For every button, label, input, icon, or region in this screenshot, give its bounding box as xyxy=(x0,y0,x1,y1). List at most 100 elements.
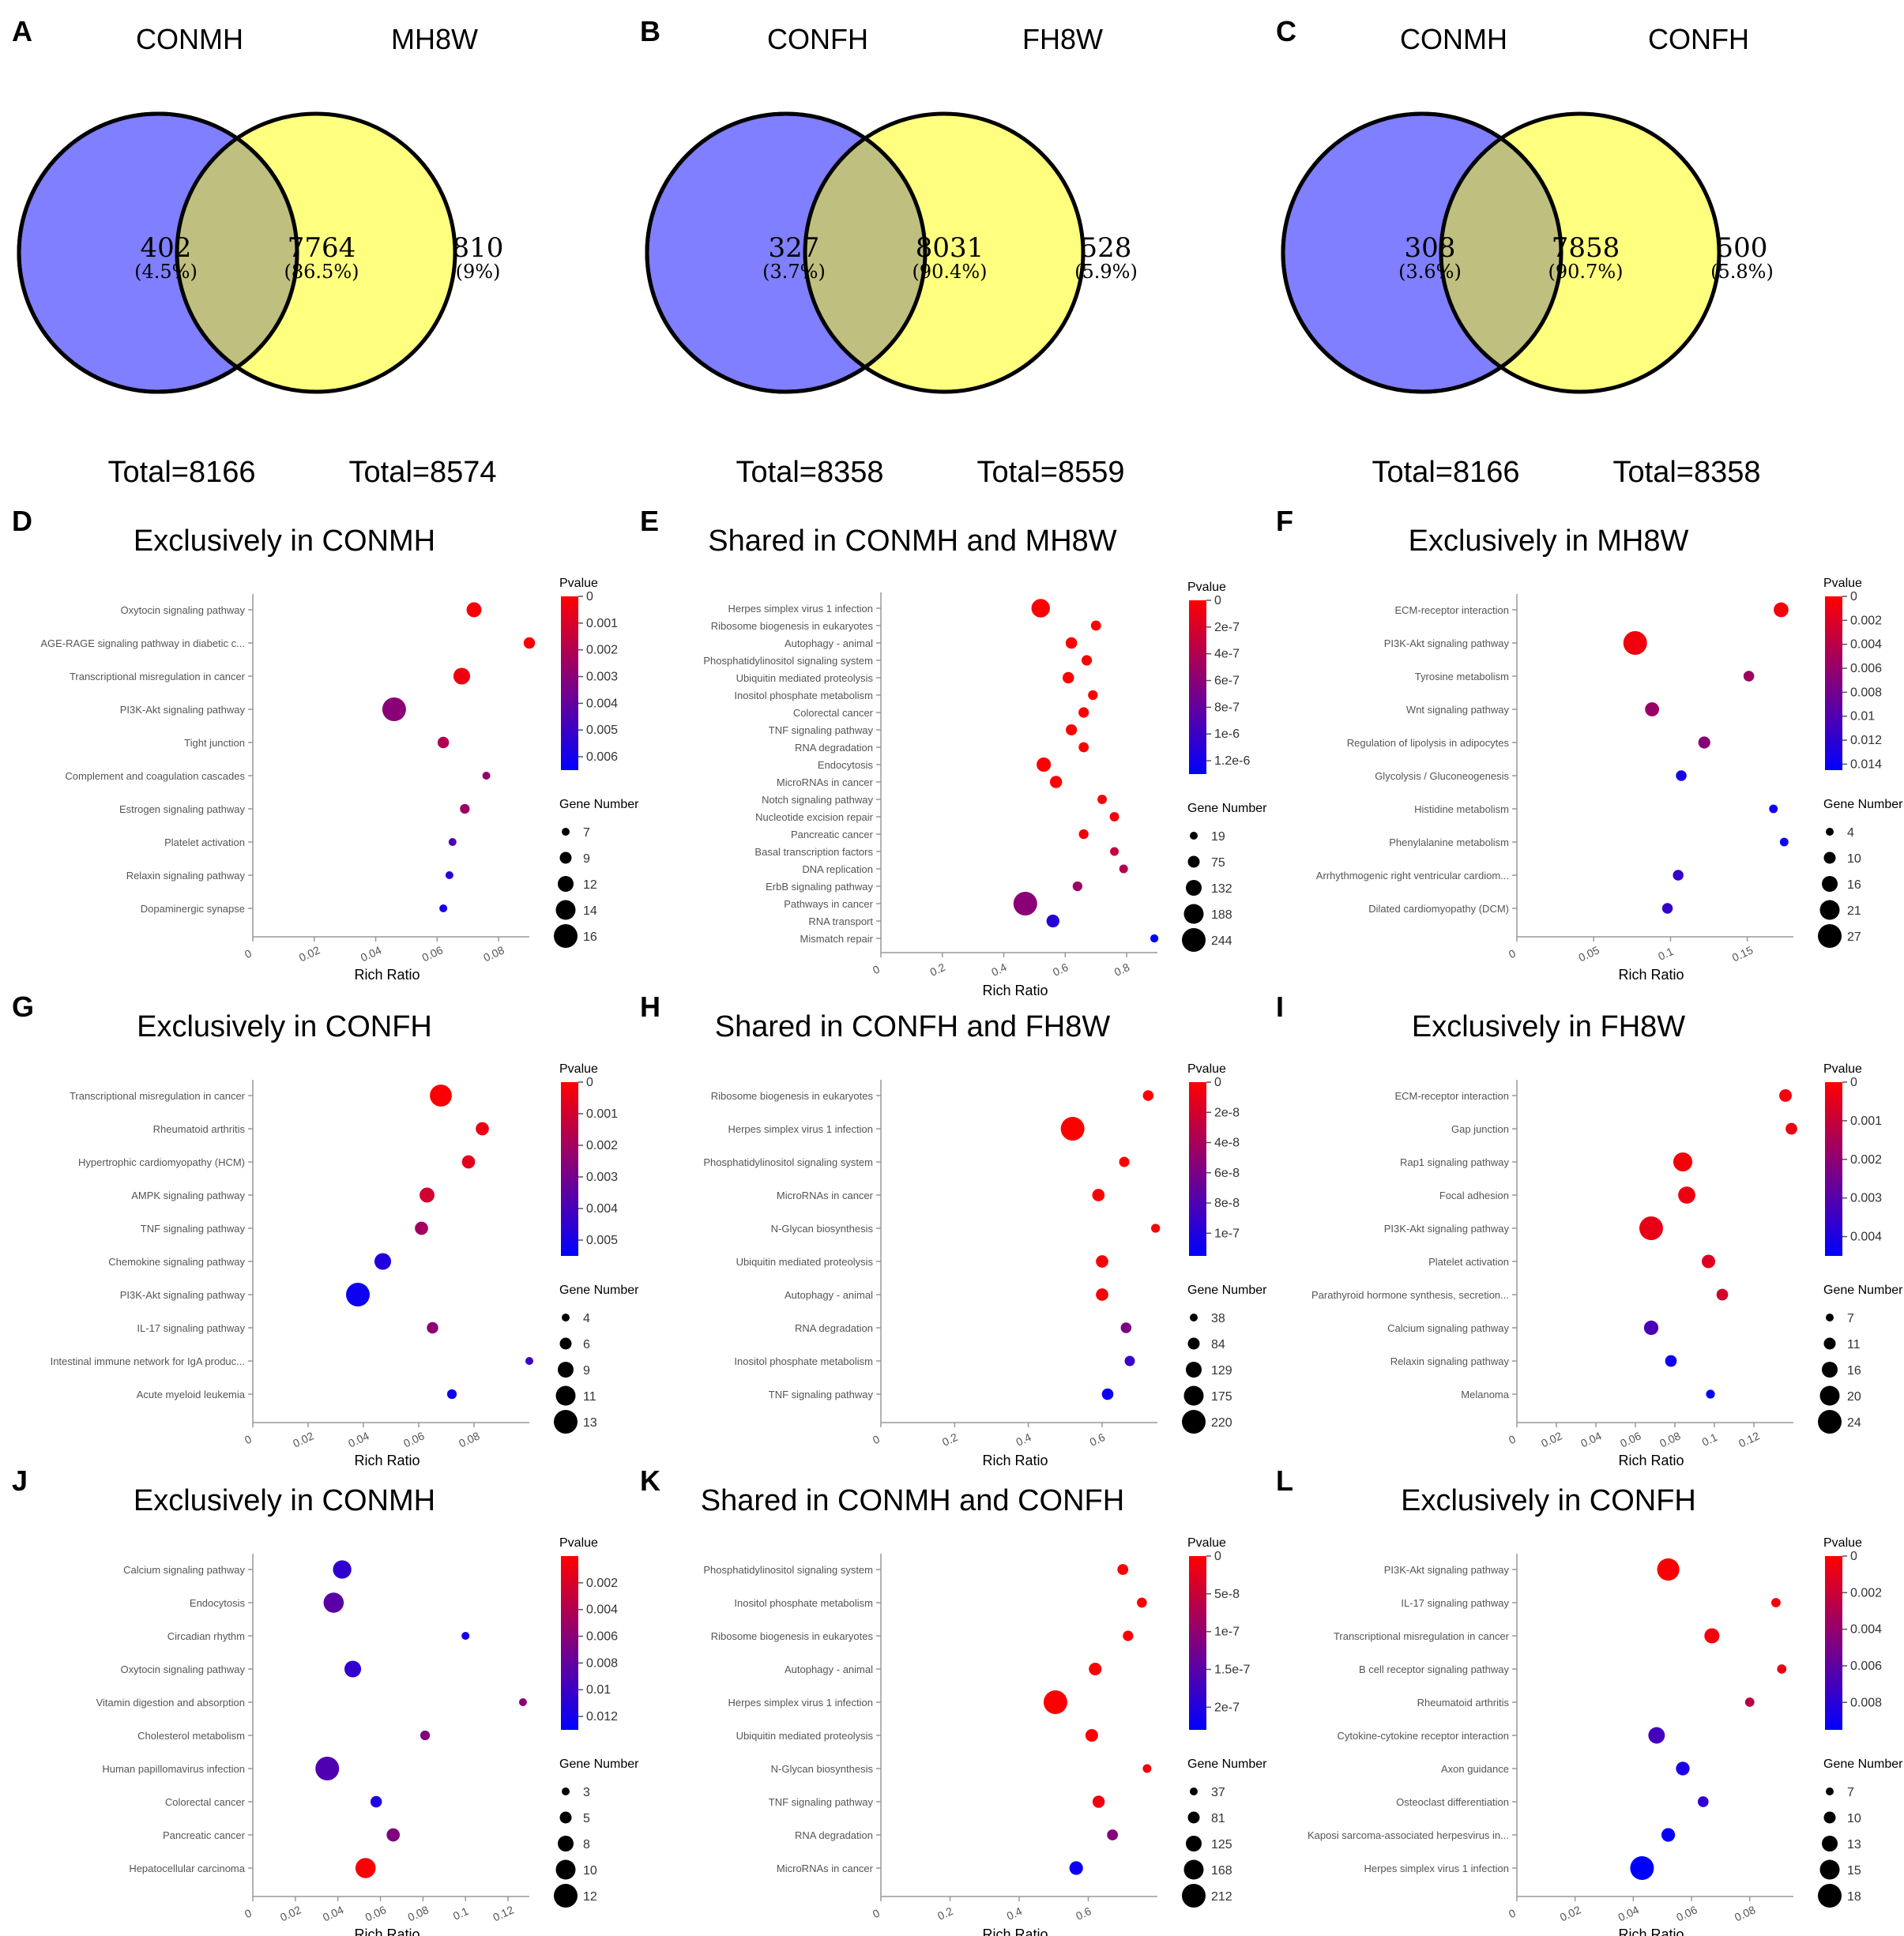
gene-number-legend-dot xyxy=(559,1337,572,1350)
gene-number-legend-label: 129 xyxy=(1211,1364,1232,1378)
bubble-point xyxy=(1743,671,1755,682)
bubble-point xyxy=(1661,1828,1676,1842)
panel-letter: J xyxy=(12,1464,28,1497)
pvalue-legend-title: Pvalue xyxy=(1187,1062,1226,1076)
pathway-label: Histidine metabolism xyxy=(1414,803,1509,815)
bubble-point xyxy=(1774,602,1789,618)
gene-number-legend-dot xyxy=(1822,1836,1838,1851)
bubble-point xyxy=(1779,837,1789,847)
bubble-point xyxy=(448,838,457,846)
gene-number-legend-dot xyxy=(554,1884,578,1908)
x-tick-label: 0.06 xyxy=(1618,1429,1643,1449)
bubble-point xyxy=(1676,1761,1690,1776)
venn-left-pct: (3.7%) xyxy=(762,261,826,283)
pvalue-tick-label: 4e-7 xyxy=(1214,648,1240,661)
pathway-label: Rap1 signaling pathway xyxy=(1400,1156,1510,1168)
venn-overlap-count: 8031 xyxy=(916,232,984,264)
pathway-label: Gap junction xyxy=(1451,1123,1509,1135)
gene-number-legend-dot xyxy=(559,851,572,864)
venn-left-total: Total=8166 xyxy=(108,456,256,489)
pathway-label: Rheumatoid arthritis xyxy=(153,1123,246,1135)
pathway-label: Osteoclast differentiation xyxy=(1396,1796,1509,1808)
pathway-label: Glycolysis / Gluconeogenesis xyxy=(1375,770,1509,782)
gene-number-legend-dot xyxy=(562,1314,570,1321)
bubble-point xyxy=(437,736,450,749)
venn-panel-C: C CONMH CONFH 308(3.6%) 7858(90.7%) 500(5.8%)… xyxy=(1276,15,1774,489)
pathway-label: Colorectal cancer xyxy=(793,707,874,719)
gene-number-legend-label: 18 xyxy=(1847,1890,1861,1904)
bubble-point xyxy=(1678,1186,1695,1204)
gene-number-legend-dot xyxy=(1818,1884,1842,1908)
panel-letter: K xyxy=(640,1464,660,1497)
pvalue-colorbar xyxy=(1189,1082,1206,1256)
pathway-label: Cholesterol metabolism xyxy=(137,1730,245,1742)
bubble-point xyxy=(1779,1089,1792,1102)
pvalue-tick-label: 0.008 xyxy=(1850,1696,1882,1709)
pvalue-colorbar xyxy=(1825,596,1842,770)
panel-letter: H xyxy=(640,991,660,1023)
pvalue-legend-title: Pvalue xyxy=(1823,1536,1862,1550)
pathway-label: Vitamin digestion and absorption xyxy=(96,1697,245,1709)
bubble-point xyxy=(1078,829,1089,840)
bubble-point xyxy=(1706,1389,1715,1399)
bubble-point xyxy=(427,1321,438,1334)
venn-overlap xyxy=(177,138,297,367)
bubble-point xyxy=(439,904,448,912)
pathway-label: Arrhythmogenic right ventricular cardiom… xyxy=(1316,870,1509,882)
bubble-point xyxy=(1085,1728,1098,1742)
pathway-label: PI3K-Akt signaling pathway xyxy=(120,704,246,716)
pathway-label: Inositol phosphate metabolism xyxy=(734,1355,873,1367)
venn-right-pct: (9%) xyxy=(456,261,501,283)
x-axis-label: Rich Ratio xyxy=(1618,967,1684,983)
bubble-point xyxy=(382,697,406,721)
pvalue-tick-label: 0.002 xyxy=(1850,1153,1882,1167)
pathway-label: RNA degradation xyxy=(795,1829,873,1841)
pathway-label: Transcriptional misregulation in cancer xyxy=(1334,1630,1510,1642)
pathway-label: DNA replication xyxy=(802,863,873,875)
venn-left-outline xyxy=(645,111,928,394)
gene-number-legend-label: 10 xyxy=(1847,1812,1861,1825)
pathway-label: Rheumatoid arthritis xyxy=(1417,1697,1510,1709)
gene-number-legend-dot xyxy=(554,924,578,948)
bubble-point xyxy=(1092,1189,1105,1201)
pvalue-tick-label: 8e-8 xyxy=(1214,1197,1240,1210)
pathway-label: Human papillomavirus infection xyxy=(102,1763,245,1775)
x-tick-label: 0.08 xyxy=(1658,1429,1683,1449)
bubble-point xyxy=(1124,1355,1135,1366)
x-axis-label: Rich Ratio xyxy=(1618,1927,1684,1936)
x-tick-label: 0.02 xyxy=(291,1429,316,1449)
bubble-point xyxy=(466,602,482,618)
panel-title: Shared in CONMH and CONFH xyxy=(701,1484,1124,1517)
bubble-point xyxy=(1081,655,1093,666)
venn-overlap-pct: (90.4%) xyxy=(912,261,988,283)
pvalue-tick-label: 2e-7 xyxy=(1214,621,1240,634)
venn-left-count: 327 xyxy=(769,232,820,264)
pathway-label: Inositol phosphate metabolism xyxy=(734,690,873,701)
pvalue-tick-label: 0.002 xyxy=(586,644,618,657)
pathway-label: Dilated cardiomyopathy (DCM) xyxy=(1368,903,1509,915)
bubble-point xyxy=(1142,1764,1152,1773)
pvalue-colorbar xyxy=(561,596,578,770)
pathway-label: Hypertrophic cardiomyopathy (HCM) xyxy=(78,1156,245,1168)
gene-number-legend-dot xyxy=(1183,1385,1204,1406)
panel-letter: A xyxy=(12,15,32,47)
x-tick-label: 0.02 xyxy=(297,943,322,964)
gene-number-legend-label: 188 xyxy=(1211,908,1232,922)
bubble-point xyxy=(460,803,470,814)
gene-number-legend-label: 11 xyxy=(1847,1338,1861,1351)
gene-number-legend-label: 37 xyxy=(1211,1786,1225,1799)
pathway-label: Autophagy - animal xyxy=(785,637,873,649)
bubble-point xyxy=(1661,903,1673,914)
venn-left-name: CONMH xyxy=(136,23,243,55)
bubble-point xyxy=(1136,1597,1147,1608)
gene-number-legend-title: Gene Number xyxy=(1187,802,1267,815)
pvalue-tick-label: 0.01 xyxy=(1850,710,1875,724)
pathway-label: Chemokine signaling pathway xyxy=(108,1256,245,1268)
pathway-label: Phenylalanine metabolism xyxy=(1389,836,1509,848)
bubble-point xyxy=(333,1560,352,1579)
gene-number-legend-label: 21 xyxy=(1847,904,1861,918)
pvalue-tick-label: 5e-8 xyxy=(1214,1588,1240,1601)
gene-number-legend-dot xyxy=(558,876,574,892)
bubble-point xyxy=(1123,1630,1134,1641)
x-tick-label: 0.02 xyxy=(1558,1903,1583,1923)
